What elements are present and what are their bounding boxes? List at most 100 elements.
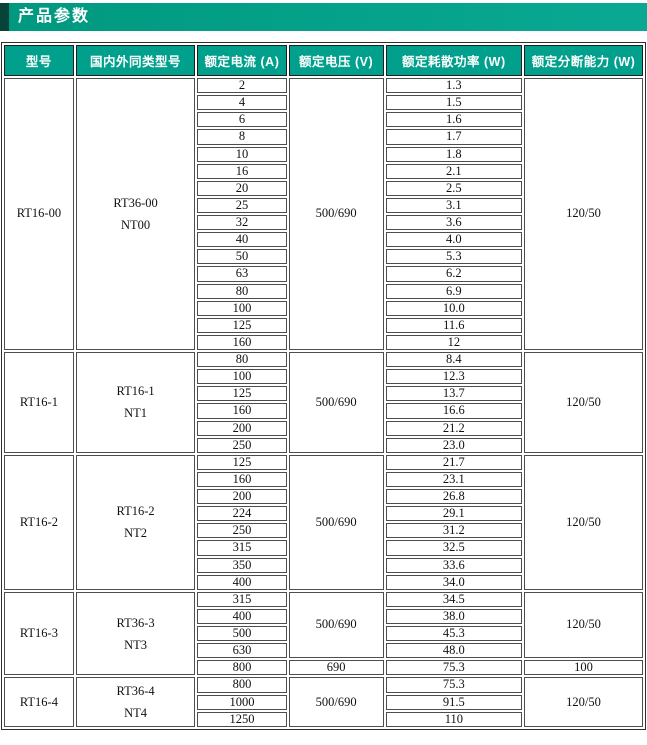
table-row: 1000 91.5: [4, 694, 643, 710]
rated-power-cell: 34.0: [385, 574, 523, 590]
rated-current-cell: 25: [197, 197, 287, 213]
similar-model-line: NT2: [124, 526, 148, 541]
rated-current-cell: 125: [197, 317, 287, 333]
table-row: 160 16.6: [4, 403, 643, 419]
table-row: RT16-3 RT36-3 NT3 315 500/690 34.5 120/50: [4, 591, 643, 676]
similar-model-line: RT36-00: [113, 196, 158, 210]
rated-current-cell: 2: [197, 78, 287, 94]
similar-model-line: RT36-4: [116, 684, 155, 699]
rated-current-cell: 40: [197, 232, 287, 248]
rated-power-cell: 31.2: [385, 523, 523, 539]
breaking-capacity-cell: 120/50: [524, 352, 643, 453]
table-row: 630 48.0: [4, 643, 643, 659]
rated-current-cell: 630: [197, 643, 287, 659]
similar-model-line: RT16-1: [116, 384, 155, 399]
rated-power-cell: 21.7: [385, 454, 523, 470]
rated-power-cell: 23.0: [385, 437, 523, 453]
rated-current-cell: 315: [197, 591, 287, 607]
table-row: 315 32.5: [4, 540, 643, 556]
table-row: 80 6.9: [4, 283, 643, 299]
rated-current-cell: 1000: [197, 694, 287, 710]
rated-voltage-cell: 500/690: [288, 78, 384, 350]
table-row: 500 45.3: [4, 626, 643, 642]
rated-power-cell: 1.5: [385, 95, 523, 111]
column-header-rated-power: 额定耗散功率 (W): [385, 45, 523, 76]
table-row: 200 21.2: [4, 420, 643, 436]
rated-power-cell: 12.3: [385, 369, 523, 385]
rated-power-cell: 6.2: [385, 266, 523, 282]
rated-current-cell: 400: [197, 574, 287, 590]
table-row: 200 26.8: [4, 489, 643, 505]
section-title-bar: 产品参数: [0, 3, 647, 31]
column-header-breaking-capacity: 额定分断能力 (W): [524, 45, 643, 76]
rated-current-cell: 160: [197, 334, 287, 350]
rated-current-cell: 6: [197, 112, 287, 128]
rated-power-cell: 1.6: [385, 112, 523, 128]
table-row: 250 23.0: [4, 437, 643, 453]
rated-current-cell: 400: [197, 608, 287, 624]
rated-power-cell: 2.5: [385, 180, 523, 196]
column-header-similar-model: 国内外同类型号: [75, 45, 196, 76]
rated-current-cell: 315: [197, 540, 287, 556]
rated-power-cell: 45.3: [385, 626, 523, 642]
table-row: 100 10.0: [4, 300, 643, 316]
rated-current-cell: 160: [197, 471, 287, 487]
rated-current-cell: 1250: [197, 711, 287, 727]
table-row: 63 6.2: [4, 266, 643, 282]
table-row: 4 1.5: [4, 95, 643, 111]
rated-power-cell: 3.1: [385, 197, 523, 213]
rated-current-cell: 4: [197, 95, 287, 111]
column-header-rated-voltage: 额定电压 (V): [288, 45, 384, 76]
table-row: 800 690 75.3 100: [4, 660, 643, 676]
rated-voltage-cell: 690: [288, 660, 384, 676]
rated-current-cell: 80: [197, 283, 287, 299]
rated-power-cell: 1.3: [385, 78, 523, 94]
rated-power-cell: 10.0: [385, 300, 523, 316]
model-cell: RT16-1: [4, 352, 74, 453]
breaking-capacity-cell: 100: [524, 660, 643, 676]
rated-power-cell: 2.1: [385, 163, 523, 179]
table-row: 6 1.6: [4, 112, 643, 128]
rated-power-cell: 1.8: [385, 146, 523, 162]
rated-power-cell: 5.3: [385, 249, 523, 265]
similar-model-cell: RT36-4 NT4: [75, 677, 196, 727]
table-row: 100 12.3: [4, 369, 643, 385]
page-title: 产品参数: [18, 8, 91, 25]
similar-model-cell: RT16-2 NT2: [75, 454, 196, 590]
rated-power-cell: 13.7: [385, 386, 523, 402]
breaking-capacity-cell: 120/50: [524, 454, 643, 590]
rated-voltage-cell: 500/690: [288, 677, 384, 727]
table-row: 20 2.5: [4, 180, 643, 196]
rated-power-cell: 3.6: [385, 215, 523, 231]
rated-current-cell: 250: [197, 437, 287, 453]
rated-power-cell: 33.6: [385, 557, 523, 573]
table-row: 160 12: [4, 334, 643, 350]
column-header-model: 型号: [4, 45, 74, 76]
rated-current-cell: 800: [197, 677, 287, 693]
table-row: 16 2.1: [4, 163, 643, 179]
rated-voltage-cell: 500/690: [288, 591, 384, 659]
similar-model-cell: RT36-00 NT00: [75, 78, 196, 350]
table-row: 32 3.6: [4, 215, 643, 231]
rated-power-cell: 75.3: [385, 677, 523, 693]
table-row: 1250 110: [4, 711, 643, 727]
rated-current-cell: 350: [197, 557, 287, 573]
table-header-row: 型号 国内外同类型号 额定电流 (A) 额定电压 (V) 额定耗散功率 (W) 额定分断能…: [4, 45, 643, 76]
table-row: 50 5.3: [4, 249, 643, 265]
breaking-capacity-cell: 120/50: [524, 78, 643, 350]
rated-power-cell: 1.7: [385, 129, 523, 145]
rated-power-cell: 12: [385, 334, 523, 350]
rated-current-cell: 160: [197, 403, 287, 419]
similar-model-line: RT16-2: [116, 504, 155, 519]
similar-model-line: NT1: [124, 406, 148, 421]
table-row: RT16-1 RT16-1 NT1 80 500/690 8.4 120/50: [4, 352, 643, 453]
column-header-rated-current: 额定电流 (A): [197, 45, 287, 76]
rated-current-cell: 50: [197, 249, 287, 265]
similar-model-line: NT4: [124, 706, 148, 721]
rated-current-cell: 224: [197, 506, 287, 522]
rated-power-cell: 21.2: [385, 420, 523, 436]
model-cell: RT16-00: [4, 78, 74, 350]
rated-power-cell: 26.8: [385, 489, 523, 505]
table-row: RT16-00 RT36-00 NT00 2 500/690 1.3 120/50: [4, 78, 643, 350]
